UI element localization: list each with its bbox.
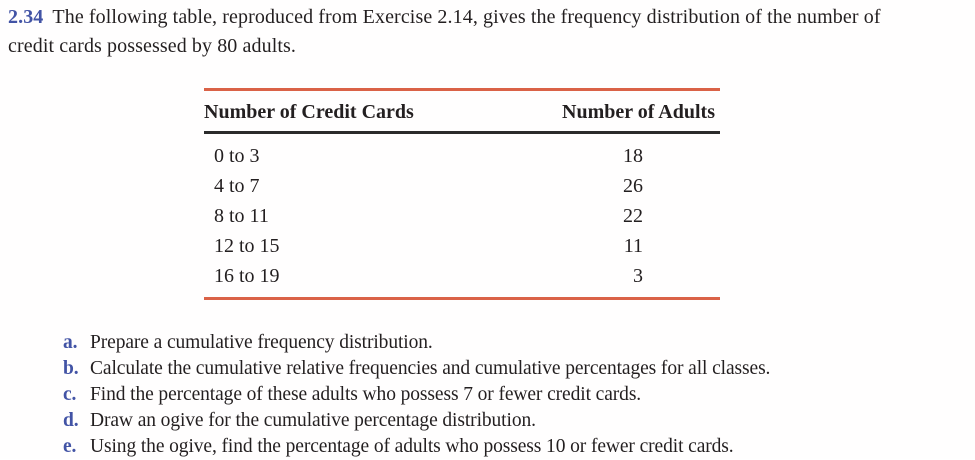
question-text: Find the percentage of these adults who … bbox=[90, 384, 642, 405]
question-letter: e. bbox=[63, 436, 77, 457]
question-list: a. Prepare a cumulative frequency distri… bbox=[63, 330, 943, 460]
table-header-row: Number of Credit Cards Number of Adults bbox=[204, 91, 720, 131]
cell-count: 3 bbox=[633, 265, 643, 287]
table-body: 0 to 3 18 4 to 7 26 8 to 11 22 12 to 15 … bbox=[204, 134, 720, 297]
frequency-table: Number of Credit Cards Number of Adults … bbox=[204, 88, 720, 300]
table-row: 8 to 11 22 bbox=[204, 201, 720, 231]
question-item-a: a. Prepare a cumulative frequency distri… bbox=[63, 330, 943, 356]
cell-count: 26 bbox=[623, 175, 643, 197]
question-text: Draw an ogive for the cumulative percent… bbox=[90, 410, 536, 431]
table-row: 12 to 15 11 bbox=[204, 231, 720, 261]
question-text: Prepare a cumulative frequency distribut… bbox=[90, 332, 433, 353]
cell-range: 8 to 11 bbox=[214, 205, 269, 227]
table-top-rule bbox=[204, 88, 720, 91]
question-item-d: d. Draw an ogive for the cumulative perc… bbox=[63, 408, 943, 434]
cell-range: 16 to 19 bbox=[214, 265, 280, 287]
column-header-adults: Number of Adults bbox=[562, 101, 715, 123]
table-bottom-rule bbox=[204, 297, 720, 300]
question-item-c: c. Find the percentage of these adults w… bbox=[63, 382, 943, 408]
cell-range: 12 to 15 bbox=[214, 235, 280, 257]
exercise-number: 2.34 bbox=[8, 6, 44, 28]
question-text: Using the ogive, find the percentage of … bbox=[90, 436, 734, 457]
question-letter: d. bbox=[63, 410, 79, 431]
question-item-b: b. Calculate the cumulative relative fre… bbox=[63, 356, 943, 382]
cell-count: 18 bbox=[623, 145, 643, 167]
table-row: 4 to 7 26 bbox=[204, 171, 720, 201]
cell-range: 4 to 7 bbox=[214, 175, 260, 197]
table-row: 0 to 3 18 bbox=[204, 141, 720, 171]
table-row: 16 to 19 3 bbox=[204, 261, 720, 291]
exercise-intro-paragraph: 2.34 The following table, reproduced from… bbox=[8, 3, 925, 60]
question-text: Calculate the cumulative relative freque… bbox=[90, 358, 771, 379]
question-letter: a. bbox=[63, 332, 78, 353]
cell-range: 0 to 3 bbox=[214, 145, 260, 167]
question-item-e: e. Using the ogive, find the percentage … bbox=[63, 434, 943, 460]
question-letter: b. bbox=[63, 358, 79, 379]
exercise-intro-text: The following table, reproduced from Exe… bbox=[8, 6, 881, 57]
table-header-rule bbox=[204, 131, 720, 134]
cell-count: 11 bbox=[623, 235, 643, 257]
column-header-credit-cards: Number of Credit Cards bbox=[204, 101, 414, 123]
question-letter: c. bbox=[63, 384, 77, 405]
cell-count: 22 bbox=[623, 205, 643, 227]
